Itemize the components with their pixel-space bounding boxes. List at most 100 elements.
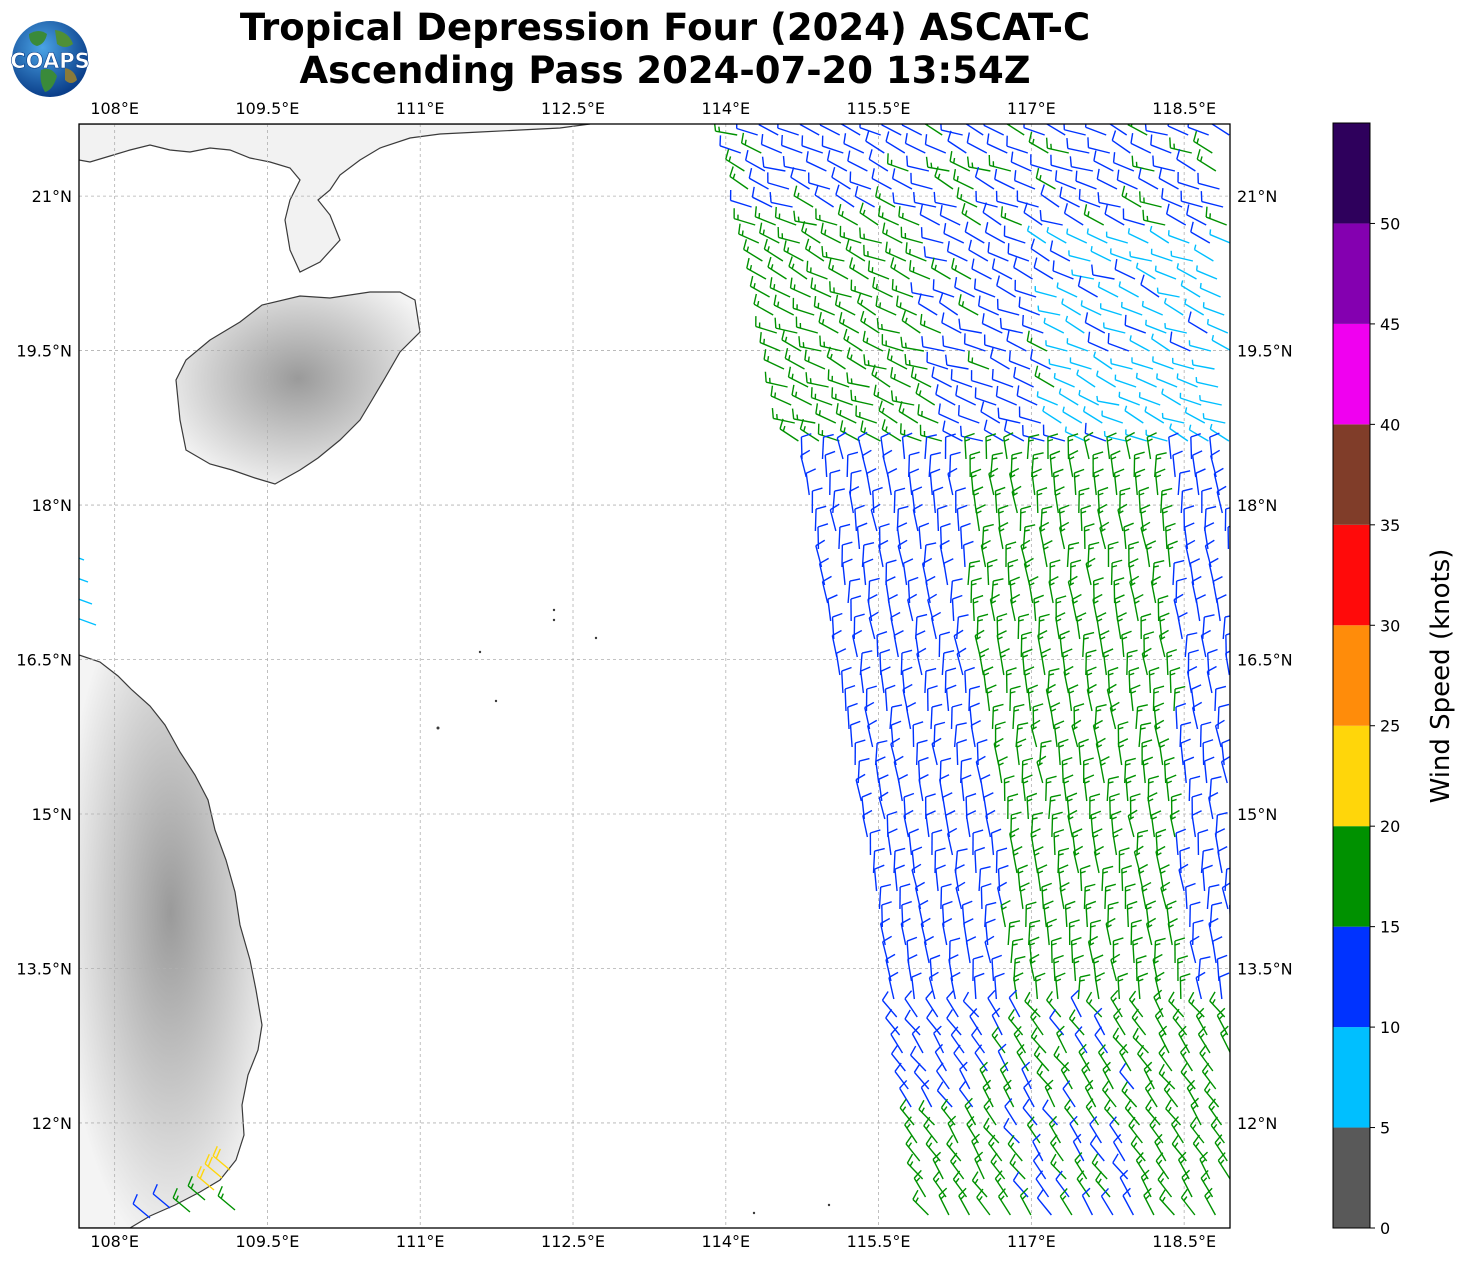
wind-barb-layer — [79, 124, 1230, 1219]
wind-barb — [172, 1187, 191, 1213]
wind-barb — [1049, 450, 1061, 478]
wind-barb — [827, 369, 850, 388]
wind-barb — [1134, 468, 1146, 496]
wind-barb — [1005, 541, 1017, 568]
wind-barb — [1053, 372, 1075, 388]
wind-barb — [934, 166, 954, 190]
wind-barb — [984, 222, 1006, 244]
wind-barb — [1119, 1043, 1132, 1072]
wind-barb — [939, 204, 961, 226]
wind-barb — [997, 1188, 1011, 1216]
wind-barb — [956, 647, 967, 676]
lon-tick-label: 108°E — [90, 1232, 139, 1251]
wind-barb — [744, 149, 766, 172]
wind-barb — [1067, 809, 1078, 838]
wind-barb — [1077, 974, 1091, 1000]
wind-barb — [1072, 845, 1084, 874]
wind-barb — [903, 809, 914, 838]
wind-barb — [913, 191, 937, 208]
wind-barb — [824, 450, 836, 478]
wind-barb — [1026, 225, 1047, 244]
wind-barb — [1089, 793, 1101, 820]
wind-barb — [985, 918, 996, 946]
wind-barb — [1053, 720, 1065, 748]
wind-barb — [1078, 189, 1101, 208]
wind-barb — [919, 313, 942, 334]
wind-barb — [1211, 334, 1230, 352]
wind-barb — [951, 594, 963, 622]
colorbar-bin — [1333, 323, 1370, 425]
wind-barb — [1154, 1007, 1167, 1036]
wind-barb — [1071, 719, 1082, 748]
wind-barb — [974, 846, 986, 874]
wind-barb — [904, 1116, 918, 1144]
wind-barb — [1007, 1134, 1023, 1162]
wind-barb — [1109, 248, 1132, 262]
wind-barb — [872, 276, 893, 298]
wind-barb — [1203, 1080, 1220, 1108]
wind-barb — [1076, 369, 1096, 388]
wind-barb — [989, 452, 1003, 478]
wind-barb — [890, 720, 902, 748]
wind-barb — [1167, 230, 1190, 244]
wind-barb — [1214, 1134, 1228, 1162]
wind-barb — [740, 132, 762, 154]
wind-barb — [850, 279, 873, 298]
wind-barb — [1013, 1025, 1027, 1054]
wind-barb — [1072, 1133, 1085, 1162]
wind-barb — [1066, 137, 1090, 154]
wind-barb — [980, 401, 1001, 424]
wind-barb — [1150, 333, 1171, 352]
wind-barb — [1087, 935, 1099, 964]
wind-barb — [811, 487, 823, 514]
wind-barb — [901, 432, 913, 460]
wind-barb — [1016, 385, 1038, 406]
wind-barb — [1026, 330, 1048, 352]
wind-barb — [1195, 376, 1219, 388]
wind-barb — [1140, 1169, 1152, 1198]
wind-barb — [944, 667, 957, 694]
wind-barb — [835, 403, 857, 424]
wind-barb — [954, 276, 975, 298]
wind-barb — [1021, 314, 1044, 334]
wind-barb — [987, 242, 1009, 262]
wind-barb — [781, 329, 802, 352]
wind-barb — [906, 1153, 924, 1180]
wind-barb — [848, 486, 860, 514]
wind-barb — [953, 722, 967, 748]
wind-barb — [970, 577, 982, 604]
wind-barb — [917, 404, 939, 424]
wind-barb — [1107, 332, 1130, 352]
wind-barb — [1191, 810, 1202, 838]
wind-barb — [978, 648, 990, 676]
wind-barb — [782, 156, 807, 172]
wind-barb — [1171, 1116, 1184, 1144]
wind-barb — [1045, 775, 1057, 802]
wind-barb — [742, 239, 763, 262]
wind-barb — [995, 847, 1008, 874]
wind-barb — [1140, 274, 1160, 298]
wind-barb — [1010, 151, 1032, 172]
wind-barb — [1078, 1043, 1091, 1072]
wind-barb — [1012, 845, 1023, 874]
wind-barb — [1007, 243, 1030, 262]
wind-barb — [926, 351, 949, 370]
wind-barb — [878, 400, 898, 424]
wind-barb — [805, 151, 827, 172]
wind-barb — [1112, 1133, 1126, 1162]
wind-barb — [943, 558, 954, 586]
wind-barb — [1087, 541, 1100, 568]
wind-barb — [846, 451, 859, 478]
wind-barb — [795, 316, 818, 334]
wind-barb — [1137, 972, 1149, 1000]
wind-barb — [911, 972, 922, 1000]
wind-barb — [930, 611, 942, 640]
wind-barb — [936, 504, 948, 532]
wind-barb — [1179, 392, 1202, 406]
wind-barb — [971, 1171, 988, 1198]
wind-barb — [1107, 666, 1119, 694]
colorbar-tick-label: 25 — [1380, 717, 1400, 736]
wind-barb — [954, 864, 965, 892]
wind-barb — [1089, 1134, 1105, 1162]
wind-barb — [735, 124, 758, 136]
